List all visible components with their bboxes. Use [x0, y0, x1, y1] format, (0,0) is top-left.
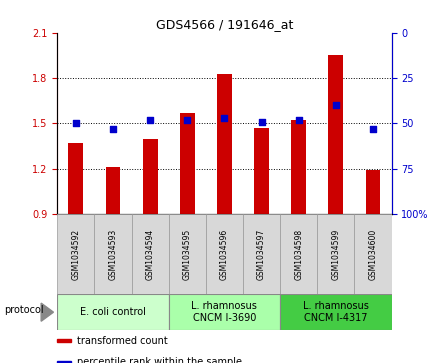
Bar — [68, 143, 83, 214]
Bar — [254, 128, 269, 214]
Text: GSM1034598: GSM1034598 — [294, 229, 303, 280]
Bar — [94, 214, 132, 294]
Bar — [169, 214, 206, 294]
Bar — [206, 214, 243, 294]
Bar — [217, 74, 232, 214]
Point — [295, 117, 302, 123]
Point — [72, 121, 79, 126]
Point — [258, 119, 265, 125]
Point — [110, 126, 117, 132]
Bar — [132, 214, 169, 294]
Text: GSM1034600: GSM1034600 — [369, 228, 378, 280]
Bar — [180, 113, 194, 214]
Text: L. rhamnosus
CNCM I-3690: L. rhamnosus CNCM I-3690 — [191, 301, 257, 323]
Bar — [57, 360, 70, 363]
Text: protocol: protocol — [4, 305, 44, 315]
Point — [221, 115, 228, 121]
Text: L. rhamnosus
CNCM I-4317: L. rhamnosus CNCM I-4317 — [303, 301, 369, 323]
Bar — [317, 214, 355, 294]
Point — [370, 126, 377, 132]
Text: GSM1034595: GSM1034595 — [183, 228, 192, 280]
Point — [147, 117, 154, 123]
Bar — [280, 294, 392, 330]
Text: E. coli control: E. coli control — [80, 307, 146, 317]
Text: GSM1034597: GSM1034597 — [257, 228, 266, 280]
Bar — [291, 121, 306, 214]
Bar — [57, 339, 70, 342]
Bar — [57, 214, 94, 294]
Point — [184, 117, 191, 123]
Text: GSM1034593: GSM1034593 — [108, 228, 117, 280]
Text: GSM1034594: GSM1034594 — [146, 228, 154, 280]
Title: GDS4566 / 191646_at: GDS4566 / 191646_at — [156, 19, 293, 32]
Bar — [243, 214, 280, 294]
Polygon shape — [41, 303, 54, 321]
Bar — [57, 294, 169, 330]
Bar — [106, 167, 121, 214]
Bar — [169, 294, 280, 330]
Text: GSM1034599: GSM1034599 — [331, 228, 341, 280]
Bar — [143, 139, 158, 214]
Point — [332, 102, 339, 108]
Text: GSM1034596: GSM1034596 — [220, 228, 229, 280]
Text: transformed count: transformed count — [77, 336, 168, 346]
Bar — [280, 214, 317, 294]
Text: GSM1034592: GSM1034592 — [71, 229, 80, 280]
Bar — [328, 56, 343, 214]
Text: percentile rank within the sample: percentile rank within the sample — [77, 357, 242, 363]
Bar — [366, 170, 381, 214]
Bar — [355, 214, 392, 294]
